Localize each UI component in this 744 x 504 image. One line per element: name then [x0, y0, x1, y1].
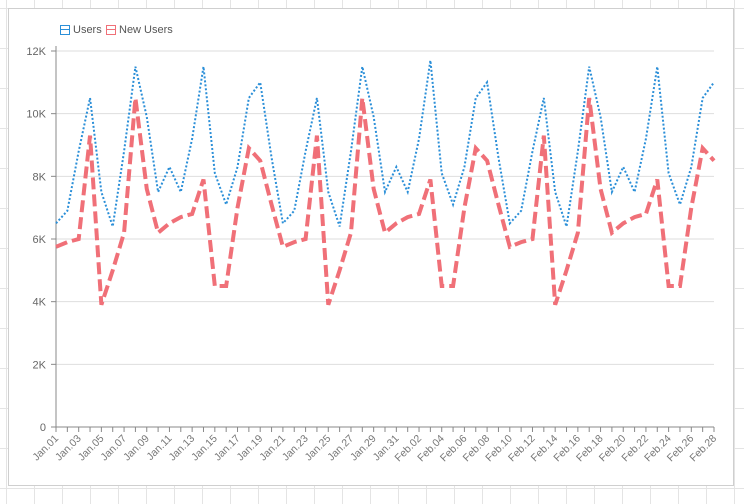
y-tick-label: 12K	[26, 46, 46, 58]
series-line-users	[55, 60, 715, 227]
y-tick-label: 4K	[33, 297, 47, 309]
legend-label-users: Users	[73, 24, 102, 36]
y-tick-label: 8K	[33, 171, 47, 183]
y-tick-label: 2K	[33, 359, 47, 371]
y-tick-label: 0	[40, 422, 46, 434]
series-line-new-users	[55, 97, 716, 306]
y-tick-label: 10K	[26, 109, 46, 121]
legend-swatch-new-users	[106, 25, 116, 35]
legend-label-new-users: New Users	[119, 24, 173, 36]
legend-swatch-users	[60, 25, 70, 35]
legend-item-new-users[interactable]: New Users	[106, 24, 173, 36]
legend-item-users[interactable]: Users	[60, 24, 102, 36]
chart-frame	[8, 8, 734, 486]
y-tick-label: 6K	[33, 234, 47, 246]
